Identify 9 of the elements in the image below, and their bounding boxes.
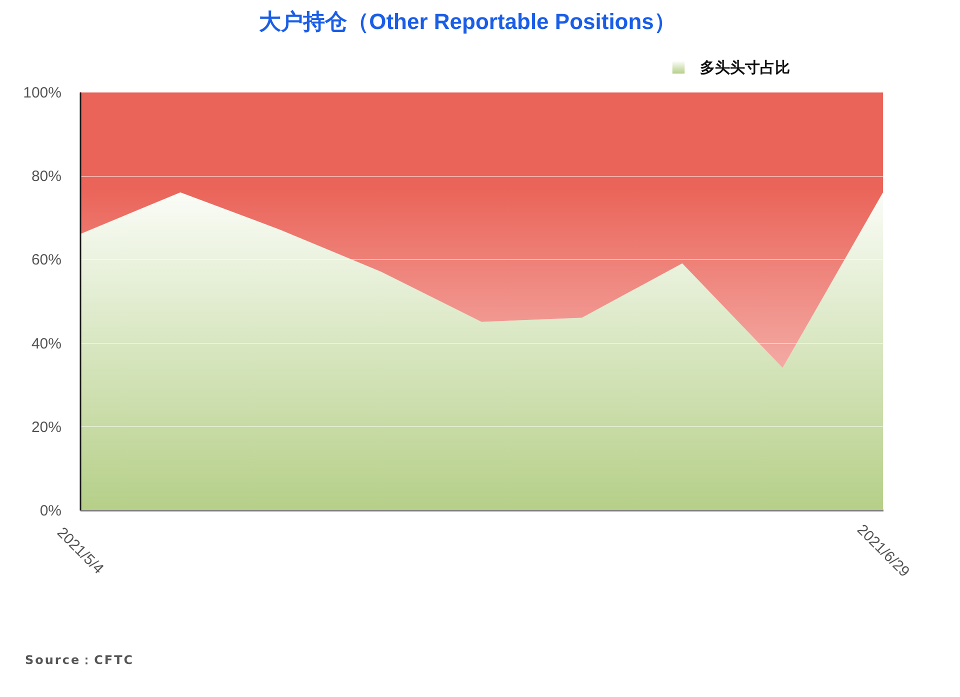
legend-label: 多头头寸占比 <box>700 60 790 76</box>
source-note: Source：CFTC <box>25 652 134 669</box>
y-tick-label: 60% <box>31 252 62 269</box>
y-tick-label: 100% <box>23 84 62 102</box>
chart-title: 大户持仓（Other Reportable Positions） <box>259 9 676 34</box>
y-tick-label: 40% <box>31 335 62 352</box>
y-tick-label: 20% <box>31 418 62 436</box>
y-tick-label: 0% <box>40 502 62 520</box>
y-tick-label: 80% <box>31 168 62 186</box>
